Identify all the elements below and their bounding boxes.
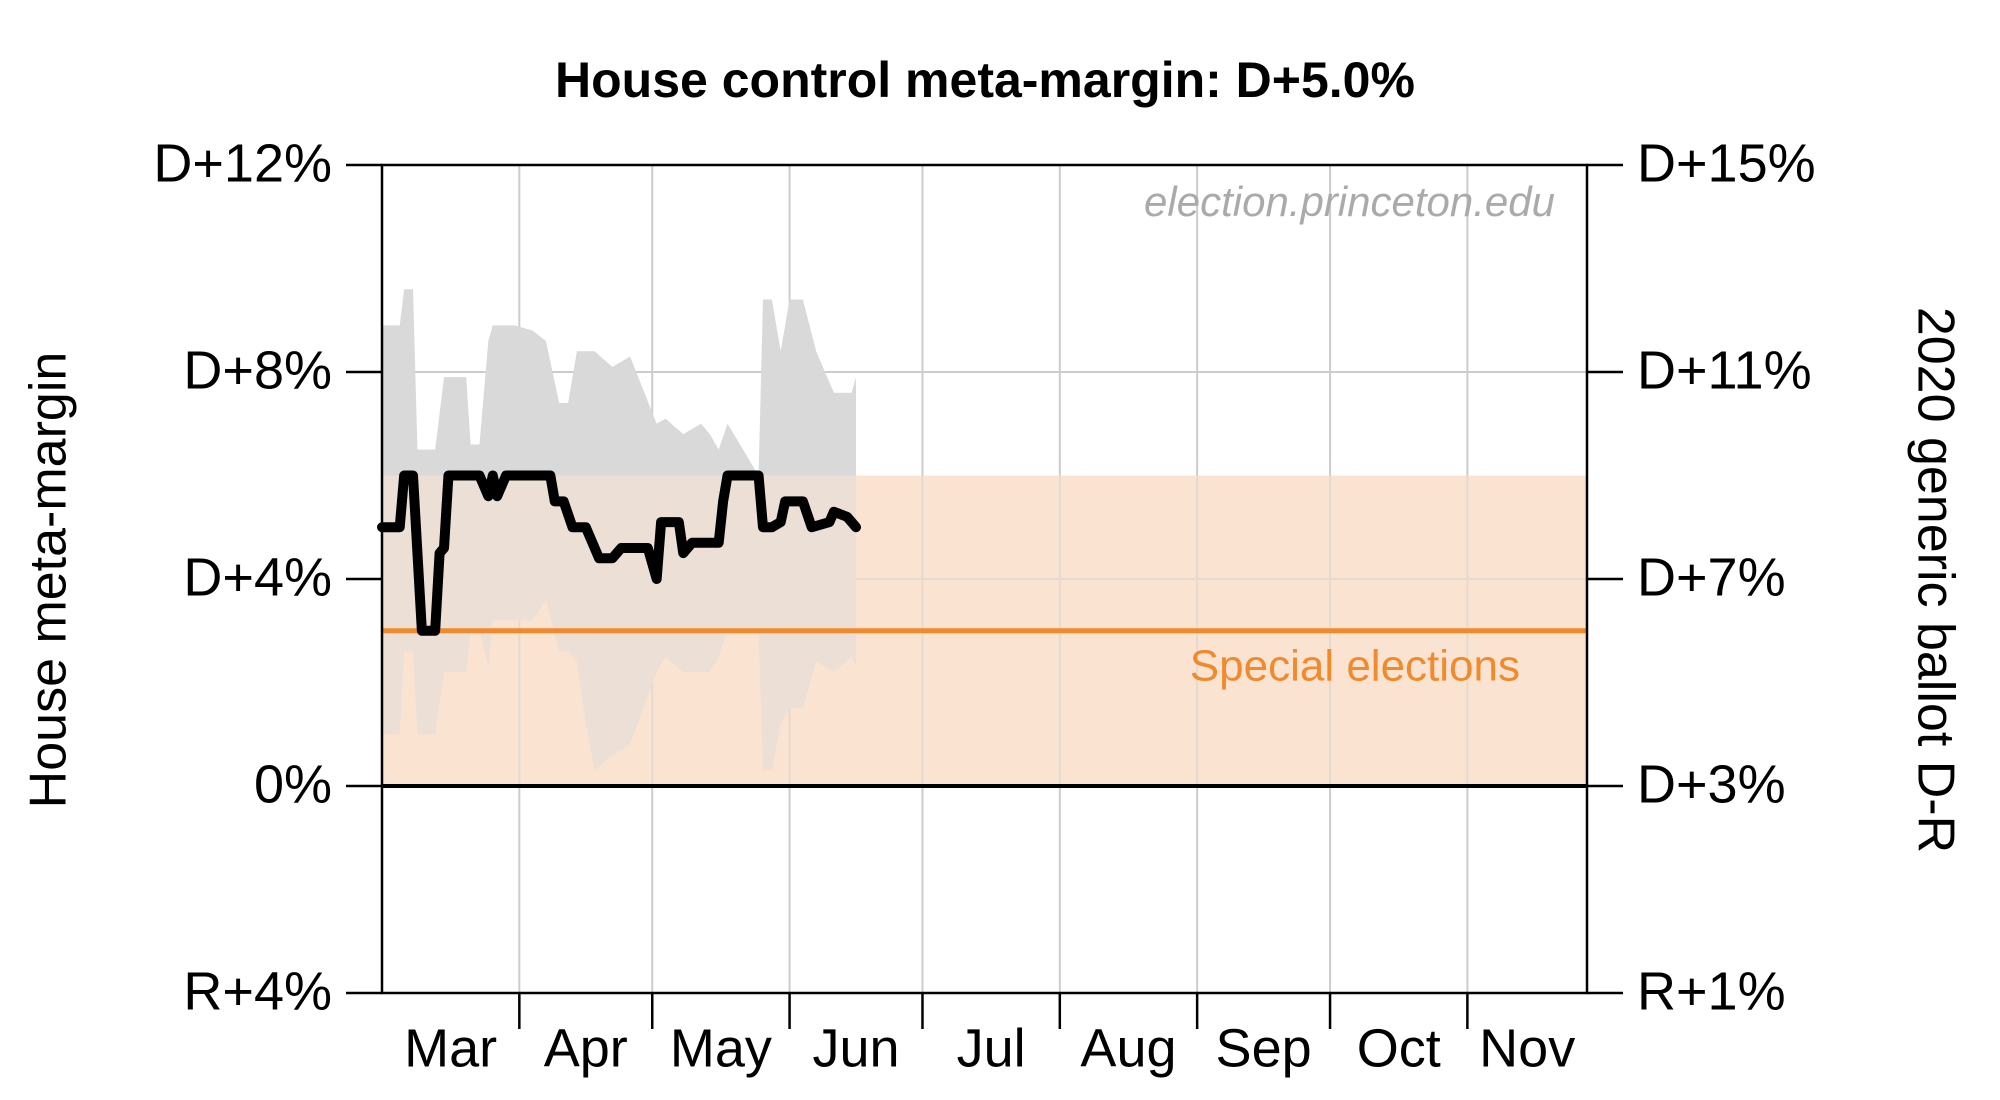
x-tick-label: Jun <box>812 1018 899 1078</box>
chart-title: House control meta-margin: D+5.0% <box>555 52 1415 108</box>
x-tick-label: Nov <box>1479 1018 1575 1078</box>
y2-axis-label: 2020 generic ballot D-R <box>1906 307 1964 853</box>
y-tick-label: D+12% <box>153 133 332 193</box>
x-tick-label: Oct <box>1357 1018 1441 1078</box>
y2-tick-label: D+7% <box>1637 547 1786 607</box>
y2-tick-label: D+15% <box>1637 133 1816 193</box>
y2-tick-label: D+11% <box>1637 340 1812 400</box>
x-tick-label: Aug <box>1080 1018 1176 1078</box>
special-elections-label: Special elections <box>1190 642 1520 691</box>
meta-margin-line <box>377 470 862 636</box>
x-tick-label: Sep <box>1216 1018 1312 1078</box>
y2-tick-label: D+3% <box>1637 754 1786 814</box>
x-tick-label: May <box>670 1018 772 1078</box>
y2-tick-label: R+1% <box>1637 961 1786 1021</box>
x-tick-label: Mar <box>404 1018 497 1078</box>
x-tick-label: Jul <box>957 1018 1026 1078</box>
watermark: election.princeton.edu <box>1144 178 1555 225</box>
y-tick-label: D+4% <box>183 547 332 607</box>
x-tick-label: Apr <box>544 1018 628 1078</box>
y-tick-label: R+4% <box>183 961 332 1021</box>
y-tick-label: 0% <box>254 754 332 814</box>
y-tick-label: D+8% <box>183 340 332 400</box>
y-axis-label: House meta-margin <box>20 352 78 809</box>
